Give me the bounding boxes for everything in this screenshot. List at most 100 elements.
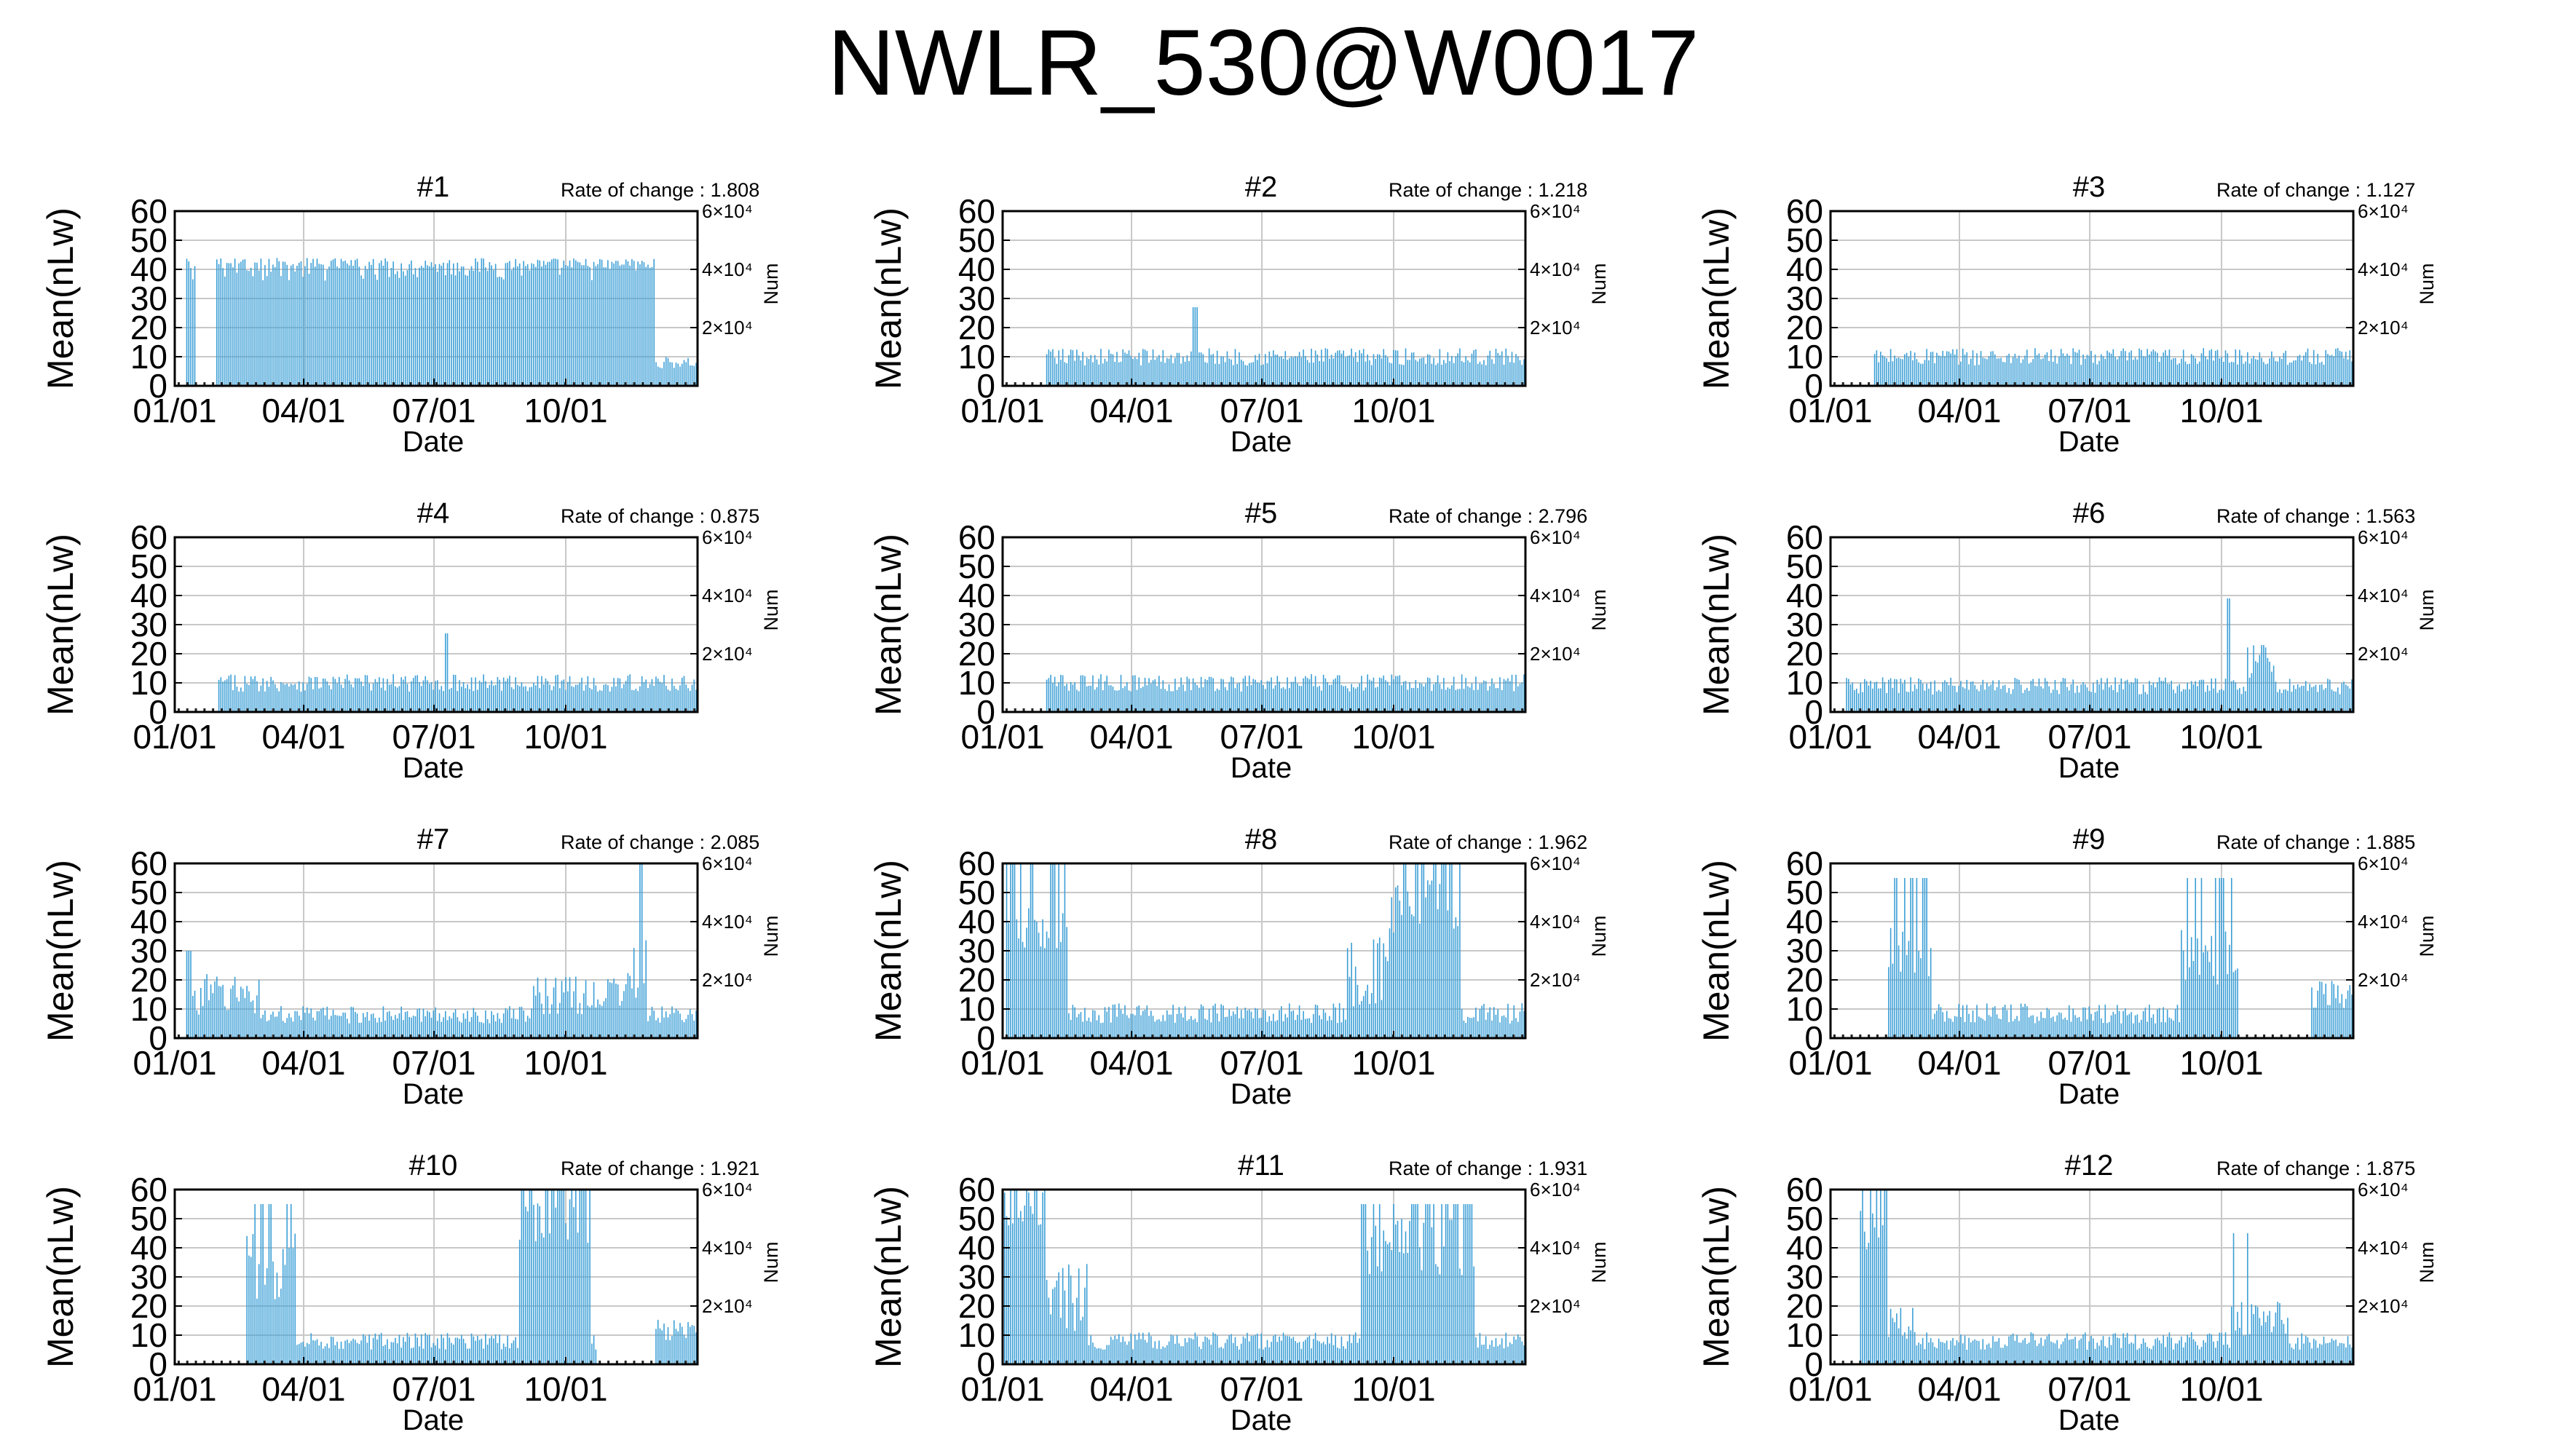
num-mark [2108, 382, 2111, 385]
num-mark [1065, 382, 1068, 385]
num-mark [177, 708, 180, 711]
num-mark [1091, 1034, 1094, 1037]
num-mark [1461, 382, 1464, 385]
y-tick-label: 10 [130, 664, 167, 702]
y-tick-label: 30 [1786, 1258, 1823, 1296]
x-tick-label: 07/01 [1220, 1370, 1303, 1408]
num-mark [2203, 1034, 2205, 1037]
num-mark [615, 1034, 618, 1037]
y-tick-label: 50 [1786, 1200, 1823, 1238]
num-mark [435, 1034, 438, 1037]
num-mark [513, 382, 516, 385]
num-mark [1255, 708, 1257, 711]
num-mark [272, 382, 275, 385]
x-tick-label: 07/01 [2047, 392, 2131, 430]
num-mark [633, 1034, 636, 1037]
num-mark [427, 708, 430, 711]
y2-tick-label: 4×10⁴ [1530, 1237, 1581, 1259]
num-mark [237, 1361, 240, 1364]
y2-tick-label: 6×10⁴ [1530, 1179, 1581, 1200]
num-mark [1040, 1361, 1043, 1364]
num-mark [443, 1361, 446, 1364]
y2-tick-label: 2×10⁴ [1530, 317, 1581, 339]
num-mark [2331, 1034, 2334, 1037]
x-axis-label: Date [403, 426, 465, 458]
y2-axis-label: Num [760, 263, 782, 304]
num-mark [1876, 1034, 1879, 1037]
num-mark [1349, 708, 1352, 711]
num-mark [1452, 382, 1455, 385]
num-mark [2185, 1361, 2188, 1364]
x-tick-label: 10/01 [1351, 1044, 1435, 1082]
num-mark [1280, 1034, 1283, 1037]
num-mark [2074, 708, 2077, 711]
num-mark [1099, 1361, 1102, 1364]
x-tick-label: 10/01 [524, 392, 607, 430]
num-mark [1504, 708, 1506, 711]
y-tick-label: 50 [958, 1200, 995, 1238]
y2-tick-label: 4×10⁴ [702, 258, 753, 280]
y2-tick-label: 2×10⁴ [702, 317, 753, 339]
y2-axis-label: Num [2416, 263, 2438, 304]
num-mark [1048, 382, 1051, 385]
y-tick-label: 60 [130, 518, 167, 556]
num-mark [658, 1034, 661, 1037]
num-mark [1469, 708, 1472, 711]
num-mark [1902, 708, 1905, 711]
num-mark [2297, 1361, 2300, 1364]
y-tick-label: 60 [958, 844, 995, 882]
num-mark [1919, 708, 1922, 711]
num-mark [641, 708, 644, 711]
x-axis-label: Date [2058, 752, 2120, 784]
num-mark [2117, 382, 2120, 385]
num-mark [263, 708, 266, 711]
num-mark [2306, 382, 2309, 385]
num-mark [486, 1361, 489, 1364]
num-mark [1314, 1361, 1317, 1364]
y-tick-label: 60 [1786, 1171, 1823, 1208]
num-mark [2099, 382, 2102, 385]
num-mark [1997, 1034, 1999, 1037]
num-mark [1271, 1361, 1274, 1364]
num-mark [1306, 708, 1309, 711]
x-tick-label: 01/01 [133, 718, 216, 756]
num-mark [1383, 708, 1386, 711]
num-mark [1418, 1034, 1421, 1037]
y-tick-label: 20 [1786, 961, 1823, 999]
y-tick-label: 20 [958, 1287, 995, 1325]
num-mark [2048, 708, 2051, 711]
num-mark [400, 382, 403, 385]
y-tick-label: 60 [958, 518, 995, 556]
x-tick-label: 01/01 [1788, 392, 1872, 430]
num-mark [1954, 1034, 1956, 1037]
num-mark [1893, 708, 1896, 711]
num-mark [1151, 1034, 1154, 1037]
num-mark [486, 382, 489, 385]
num-mark [1876, 1361, 1879, 1364]
num-mark [650, 708, 653, 711]
y2-tick-label: 6×10⁴ [2358, 1179, 2409, 1200]
num-mark [676, 1361, 679, 1364]
num-mark [658, 708, 661, 711]
num-mark [1954, 708, 1956, 711]
num-mark [1048, 1034, 1051, 1037]
x-tick-label: 04/01 [1917, 1370, 2001, 1408]
num-mark [1169, 1034, 1172, 1037]
num-mark [1289, 1361, 1292, 1364]
num-mark [1057, 708, 1059, 711]
num-mark [315, 708, 317, 711]
num-mark [246, 382, 249, 385]
num-mark [676, 382, 679, 385]
num-mark [306, 382, 309, 385]
num-mark [1014, 1361, 1016, 1364]
num-mark [1134, 382, 1137, 385]
x-axis-label: Date [1231, 426, 1292, 458]
x-tick-label: 01/01 [960, 718, 1044, 756]
y2-axis-label: Num [1588, 263, 1610, 304]
num-mark [341, 382, 344, 385]
num-mark [478, 1361, 481, 1364]
num-mark [1185, 708, 1188, 711]
num-mark [607, 382, 610, 385]
num-mark [1117, 1034, 1120, 1037]
